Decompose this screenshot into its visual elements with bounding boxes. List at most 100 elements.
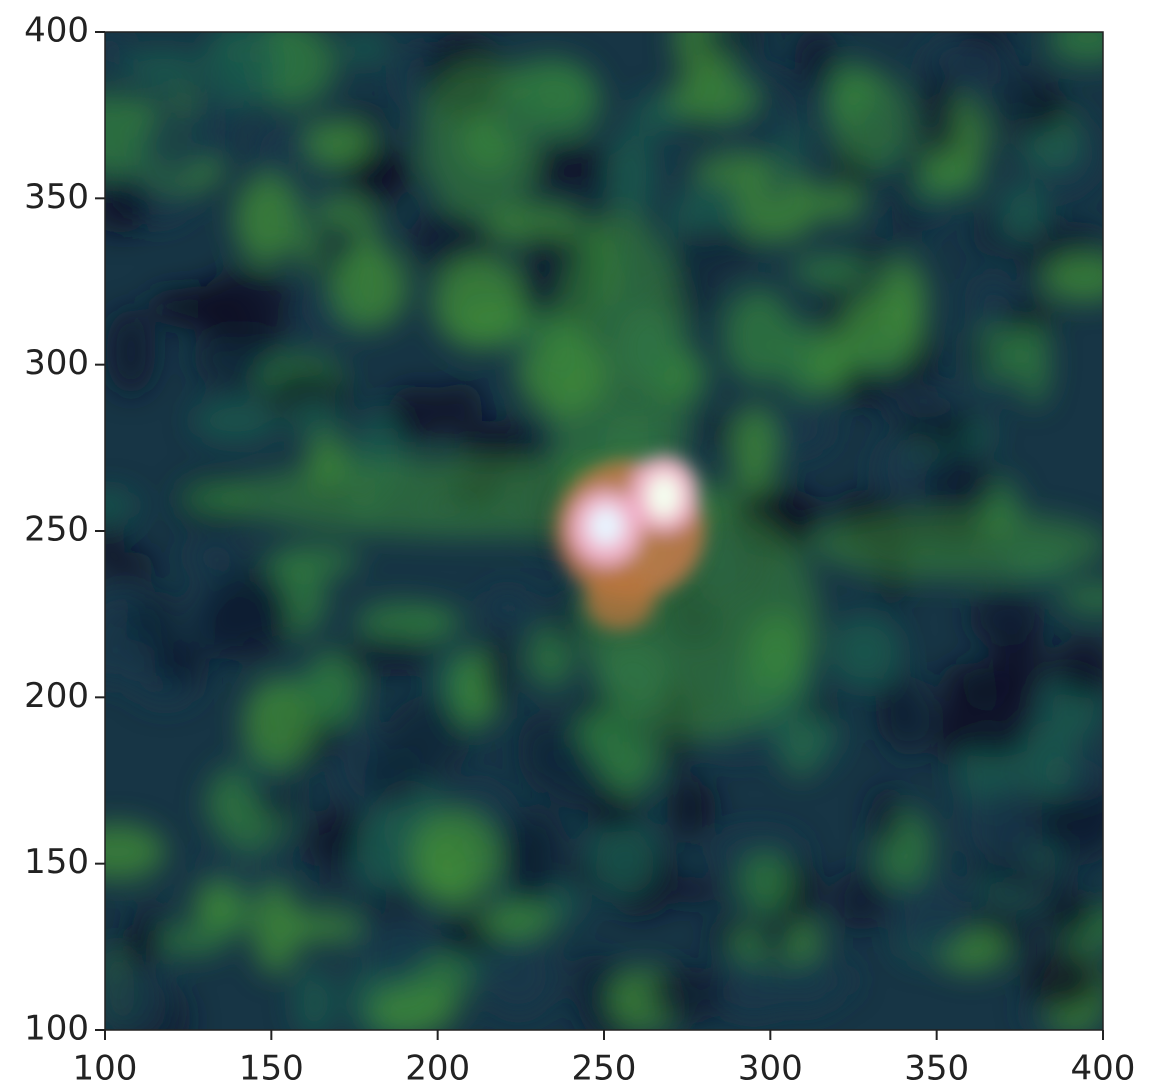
- texture-blob: [703, 13, 766, 57]
- texture-blob: [896, 877, 972, 956]
- texture-blob: [362, 885, 420, 924]
- texture-blob: [1020, 321, 1050, 407]
- x-tick-label: 100: [73, 1049, 138, 1088]
- texture-blob: [1043, 892, 1096, 936]
- texture-blob: [1043, 254, 1127, 302]
- texture-blob: [720, 966, 787, 1019]
- y-tick-label: 200: [24, 676, 89, 716]
- texture-blob: [973, 274, 1004, 329]
- texture-blob: [830, 70, 910, 170]
- texture-blob: [269, 545, 360, 577]
- texture-blob: [692, 156, 778, 187]
- y-tick-label: 300: [24, 343, 89, 383]
- source-halo: [585, 570, 655, 630]
- texture-blob: [368, 986, 455, 1035]
- y-tick-label: 150: [24, 842, 89, 882]
- texture-blob: [510, 825, 546, 916]
- texture-blob: [529, 142, 614, 189]
- texture-blob: [606, 130, 656, 219]
- texture-blob: [480, 589, 535, 624]
- texture-blob: [106, 309, 155, 395]
- page: 1001502002503003504001001502002503003504…: [0, 0, 1153, 1088]
- texture-blob: [1022, 720, 1074, 800]
- y-tick-label: 100: [24, 1009, 89, 1049]
- texture-blob: [480, 936, 555, 1015]
- texture-blob: [119, 551, 155, 580]
- texture-blob: [839, 292, 921, 371]
- texture-blob: [405, 605, 461, 639]
- texture-blob: [781, 322, 818, 401]
- texture-blob: [300, 830, 358, 866]
- x-tick-label: 250: [572, 1049, 637, 1088]
- texture-blob: [280, 911, 361, 942]
- texture-blob: [432, 256, 528, 350]
- texture-blob: [91, 525, 125, 578]
- texture-blob: [193, 882, 242, 927]
- texture-blob: [918, 67, 959, 159]
- texture-blob: [667, 76, 758, 121]
- texture-blob: [795, 27, 838, 88]
- texture-blob: [810, 510, 1110, 580]
- texture-blob: [199, 583, 292, 661]
- texture-blob: [478, 905, 556, 937]
- texture-blob: [551, 590, 580, 649]
- source-core: [647, 474, 681, 518]
- texture-blob: [341, 32, 390, 66]
- texture-blob: [875, 682, 908, 742]
- texture-blob: [388, 385, 445, 442]
- texture-blob: [234, 175, 299, 265]
- texture-blob: [671, 876, 720, 904]
- texture-blob: [283, 396, 344, 437]
- texture-blob: [331, 246, 408, 330]
- texture-blob: [784, 962, 857, 998]
- texture-blob: [574, 712, 603, 749]
- texture-blob: [1023, 948, 1102, 1013]
- texture-blob: [701, 413, 730, 449]
- texture-blob: [192, 400, 279, 442]
- texture-blob: [790, 255, 871, 286]
- texture-blob: [964, 341, 999, 369]
- texture-blob: [155, 639, 209, 685]
- texture-blob: [880, 384, 967, 417]
- texture-blob: [1059, 583, 1137, 613]
- texture-blob: [834, 870, 887, 931]
- texture-blob: [365, 743, 423, 808]
- texture-blob: [571, 953, 613, 1016]
- texture-blob: [1048, 12, 1128, 64]
- texture-blob: [738, 853, 793, 914]
- texture-blob: [1054, 637, 1113, 699]
- texture-blob: [1019, 131, 1084, 170]
- x-tick-label: 400: [1071, 1049, 1136, 1088]
- y-tick-label: 250: [24, 510, 89, 550]
- chart: 1001502002503003504001001502002503003504…: [0, 0, 1153, 1088]
- texture-blob: [732, 404, 777, 500]
- x-tick-label: 300: [738, 1049, 803, 1088]
- texture-blob: [483, 629, 514, 709]
- texture-blob: [827, 615, 901, 688]
- texture-blob: [998, 864, 1075, 898]
- texture-blob: [90, 181, 150, 233]
- texture-blob: [588, 793, 641, 833]
- texture-blob: [243, 680, 315, 769]
- texture-blob: [342, 636, 435, 677]
- texture-blob: [672, 226, 759, 273]
- image: [62, 0, 1137, 1063]
- texture-blob: [772, 713, 836, 769]
- texture-blob: [319, 866, 348, 897]
- texture-blob: [870, 786, 902, 848]
- texture-blob: [1001, 181, 1047, 243]
- y-tick-label: 400: [24, 11, 89, 51]
- x-tick-label: 350: [904, 1049, 969, 1088]
- texture-blob: [961, 787, 1043, 863]
- y-tick-label: 350: [24, 177, 89, 217]
- texture-blob: [420, 60, 540, 220]
- texture-blob: [123, 923, 156, 970]
- texture-blob: [198, 269, 292, 344]
- texture-blob: [1027, 88, 1067, 126]
- texture-blob: [410, 810, 500, 906]
- texture-blob: [294, 968, 335, 1039]
- texture-blob: [671, 783, 717, 831]
- texture-blob: [250, 120, 314, 176]
- source-core: [588, 506, 624, 546]
- texture-blob: [350, 147, 408, 207]
